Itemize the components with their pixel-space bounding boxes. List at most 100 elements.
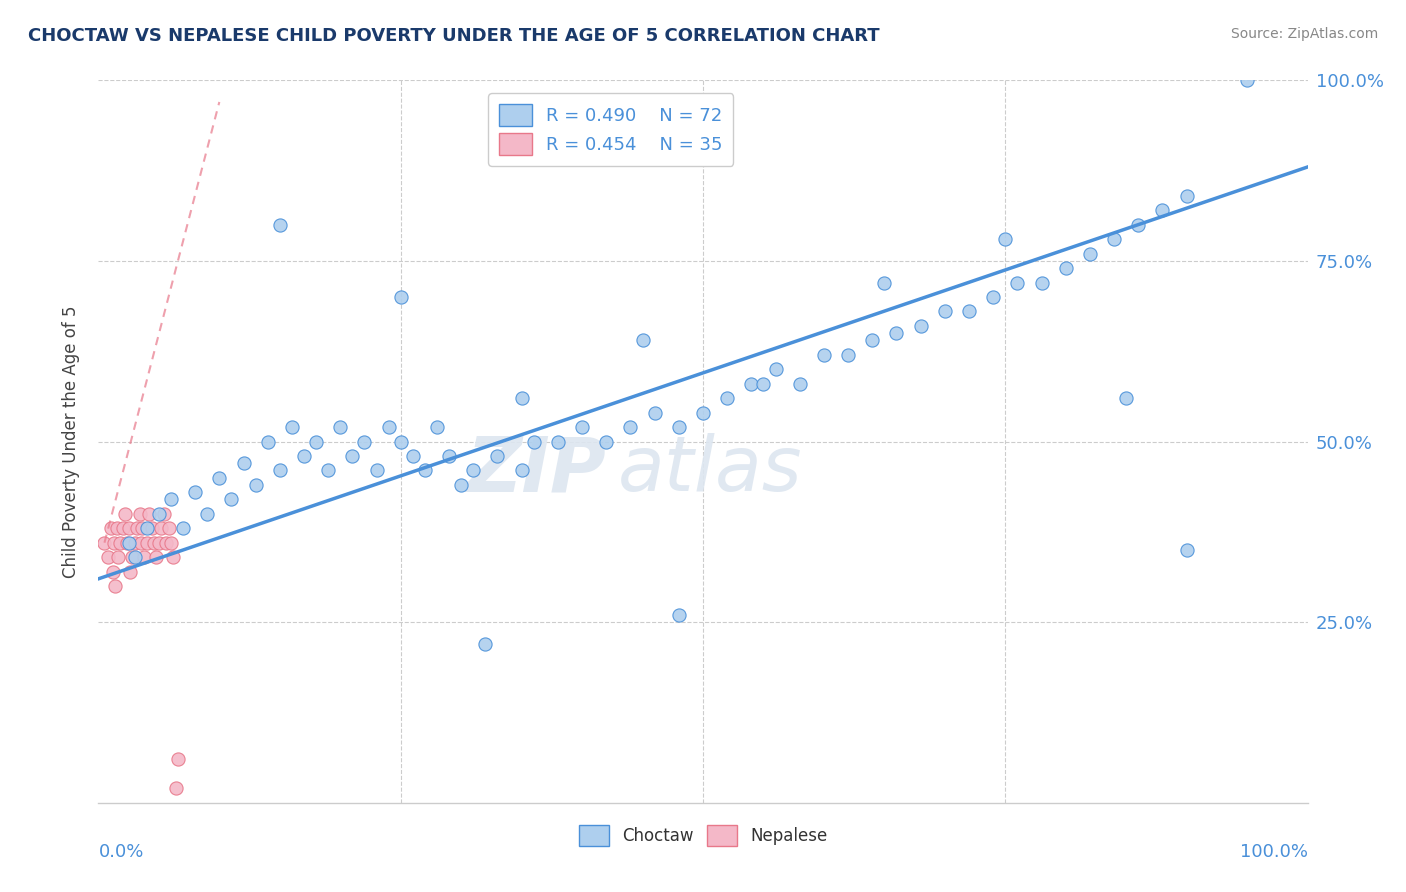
Point xyxy=(631,334,654,348)
Point xyxy=(994,232,1017,246)
Point xyxy=(1128,218,1150,232)
Point xyxy=(184,485,207,500)
Point xyxy=(145,550,167,565)
Point xyxy=(101,565,124,579)
Point xyxy=(165,781,187,796)
Point xyxy=(117,535,139,549)
Point xyxy=(141,521,163,535)
Point xyxy=(245,478,267,492)
Point xyxy=(426,420,449,434)
Point xyxy=(150,521,173,535)
Point xyxy=(765,362,787,376)
Point xyxy=(1054,261,1077,276)
Text: 0.0%: 0.0% xyxy=(98,843,143,861)
Point xyxy=(172,521,194,535)
Point xyxy=(107,550,129,565)
Point xyxy=(547,434,569,449)
Point xyxy=(474,637,496,651)
Point xyxy=(1175,542,1198,557)
Point xyxy=(1078,246,1101,260)
Point xyxy=(389,434,412,449)
Point xyxy=(100,521,122,535)
Point xyxy=(114,507,136,521)
Point xyxy=(221,492,243,507)
Point xyxy=(131,521,153,535)
Point xyxy=(619,420,641,434)
Point xyxy=(108,535,131,549)
Point xyxy=(413,463,436,477)
Point xyxy=(134,550,156,565)
Point xyxy=(121,550,143,565)
Point xyxy=(692,406,714,420)
Point xyxy=(127,521,149,535)
Point xyxy=(281,420,304,434)
Point xyxy=(571,420,593,434)
Point xyxy=(208,470,231,484)
Point xyxy=(129,535,152,549)
Point xyxy=(644,406,666,420)
Point xyxy=(389,290,412,304)
Point xyxy=(167,752,190,766)
Point xyxy=(981,290,1004,304)
Point xyxy=(256,434,278,449)
Point xyxy=(162,550,184,565)
Point xyxy=(152,507,174,521)
Text: atlas: atlas xyxy=(619,434,803,508)
Point xyxy=(957,304,980,318)
Point xyxy=(402,449,425,463)
Point xyxy=(316,463,339,477)
Point xyxy=(789,376,811,391)
Point xyxy=(1152,203,1174,218)
Text: 100.0%: 100.0% xyxy=(1240,843,1308,861)
Point xyxy=(1236,73,1258,87)
Point xyxy=(1007,276,1029,290)
Point xyxy=(292,449,315,463)
Point xyxy=(135,535,157,549)
Point xyxy=(157,521,180,535)
Point xyxy=(111,521,134,535)
Point xyxy=(668,420,690,434)
Point xyxy=(148,535,170,549)
Point xyxy=(103,535,125,549)
Point xyxy=(160,535,183,549)
Point xyxy=(143,535,166,549)
Point xyxy=(366,463,388,477)
Point xyxy=(269,463,291,477)
Point xyxy=(716,391,738,405)
Point xyxy=(486,449,509,463)
Point xyxy=(135,521,157,535)
Point xyxy=(377,420,399,434)
Point xyxy=(269,218,291,232)
Point xyxy=(740,376,762,391)
Point xyxy=(104,579,127,593)
Point xyxy=(118,565,141,579)
Point xyxy=(510,463,533,477)
Point xyxy=(155,535,177,549)
Point xyxy=(195,507,218,521)
Point xyxy=(124,550,146,565)
Point xyxy=(523,434,546,449)
Legend: Choctaw, Nepalese: Choctaw, Nepalese xyxy=(572,819,834,852)
Point xyxy=(437,449,460,463)
Point xyxy=(160,492,183,507)
Point xyxy=(128,507,150,521)
Point xyxy=(124,535,146,549)
Point xyxy=(1031,276,1053,290)
Point xyxy=(450,478,472,492)
Point xyxy=(813,348,835,362)
Point xyxy=(1102,232,1125,246)
Point xyxy=(463,463,485,477)
Point xyxy=(873,276,896,290)
Point xyxy=(1175,189,1198,203)
Point xyxy=(138,507,160,521)
Point xyxy=(837,348,859,362)
Text: CHOCTAW VS NEPALESE CHILD POVERTY UNDER THE AGE OF 5 CORRELATION CHART: CHOCTAW VS NEPALESE CHILD POVERTY UNDER … xyxy=(28,27,880,45)
Point xyxy=(910,318,932,333)
Text: ZIP: ZIP xyxy=(467,434,606,508)
Point xyxy=(595,434,617,449)
Point xyxy=(105,521,128,535)
Point xyxy=(342,449,364,463)
Text: Source: ZipAtlas.com: Source: ZipAtlas.com xyxy=(1230,27,1378,41)
Point xyxy=(934,304,956,318)
Point xyxy=(860,334,883,348)
